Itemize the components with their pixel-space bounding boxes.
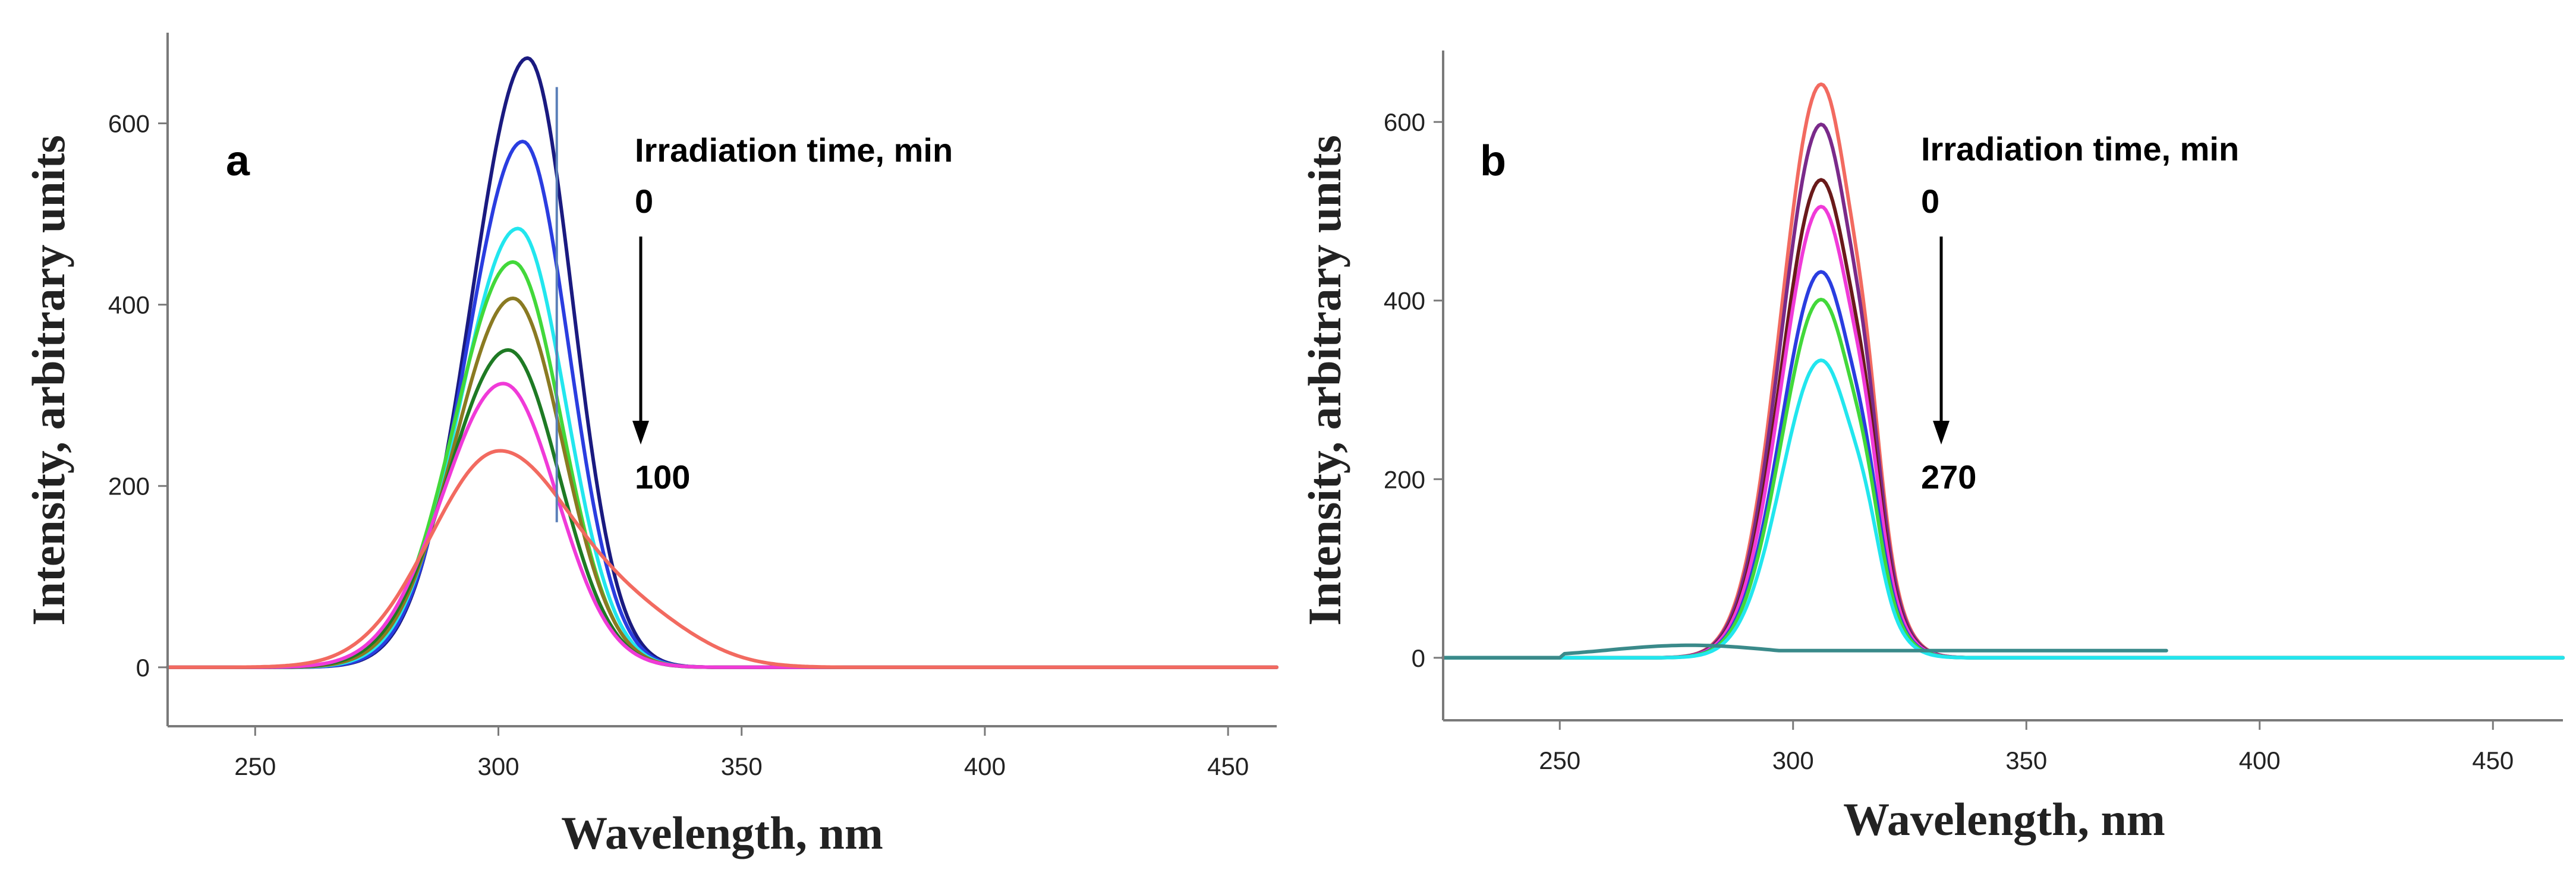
panel-a-y-tick-label: 0	[136, 654, 150, 682]
panel-b-arrow-end-label: 270	[1921, 458, 1976, 496]
panel-b-series-t6	[1441, 298, 2565, 660]
panel-a-x-axis-title: Wavelength, nm	[561, 807, 883, 859]
panel-b-y-ticks: 0 200 400 600	[1384, 108, 1443, 672]
panel-b-legend-title: Irradiation time, min	[1921, 130, 2239, 168]
panel-a-series-t6	[166, 348, 1278, 669]
panel-b-x-ticks: 250 300 350 400 450	[1539, 720, 2514, 774]
panel-b-series-t5	[1441, 270, 2565, 660]
panel-a-x-tick-label: 400	[964, 752, 1006, 780]
panel-a-y-tick-label: 200	[108, 472, 150, 500]
panel-b-y-tick-label: 600	[1384, 108, 1425, 136]
panel-b-arrow-start-label: 0	[1921, 182, 1939, 220]
panel-a-series-t3	[166, 226, 1278, 669]
panel-b: 250 300 350 400 450 0 200 400 600 b Irradiation…	[1299, 51, 2565, 845]
panel-b-label: b	[1480, 137, 1506, 185]
panel-b-x-tick-label: 250	[1539, 746, 1580, 774]
panel-a-series-t4	[166, 260, 1278, 669]
panel-a-y-tick-label: 400	[108, 291, 150, 319]
panel-b-series-t4	[1441, 204, 2565, 660]
panel-a-series-t8	[166, 449, 1278, 669]
panel-b-series-blank	[1441, 643, 2168, 660]
panel-b-series	[1441, 82, 2565, 660]
panel-a-y-axis-title: Intensity, arbitrary units	[23, 135, 74, 626]
panel-b-y-tick-label: 0	[1412, 644, 1425, 672]
panel-a-x-tick-label: 450	[1207, 752, 1249, 780]
panel-b-arrow-head	[1933, 421, 1950, 445]
panel-a-arrow-head	[632, 421, 649, 445]
panel-a-series	[166, 56, 1278, 669]
panel-b-series-t2	[1441, 122, 2565, 660]
panel-b-x-tick-label: 350	[2005, 746, 2047, 774]
panel-b-x-tick-label: 300	[1772, 746, 1814, 774]
panel-a-series-t5	[166, 297, 1278, 669]
panel-a-series-t2	[166, 140, 1278, 669]
panel-a-arrow-end-label: 100	[635, 458, 690, 496]
panel-b-x-axis-title: Wavelength, nm	[1843, 793, 2165, 845]
panel-a-x-tick-label: 250	[234, 752, 276, 780]
panel-a: 250 300 350 400 450 0 200 400 600 a Irradiation…	[23, 33, 1278, 859]
panel-a-x-tick-label: 300	[477, 752, 519, 780]
panel-b-x-tick-label: 450	[2472, 746, 2514, 774]
panel-a-y-ticks: 0 200 400 600	[108, 110, 168, 682]
panel-a-x-tick-label: 350	[721, 752, 763, 780]
panel-b-series-t1	[1441, 82, 2565, 660]
panel-a-arrow-start-label: 0	[635, 182, 653, 220]
panel-b-series-t3	[1441, 178, 2565, 660]
panel-a-x-ticks: 250 300 350 400 450	[234, 726, 1249, 780]
panel-b-x-tick-label: 400	[2239, 746, 2281, 774]
panel-a-label: a	[226, 137, 250, 185]
panel-b-y-tick-label: 400	[1384, 287, 1425, 315]
panel-a-series-t7	[166, 382, 1278, 669]
panel-b-y-axis-title: Intensity, arbitrary units	[1299, 135, 1350, 626]
panel-b-y-tick-label: 200	[1384, 465, 1425, 493]
panel-a-legend-title: Irradiation time, min	[635, 131, 953, 169]
panel-a-y-tick-label: 600	[108, 110, 150, 138]
panel-b-series-t7	[1441, 358, 2565, 660]
